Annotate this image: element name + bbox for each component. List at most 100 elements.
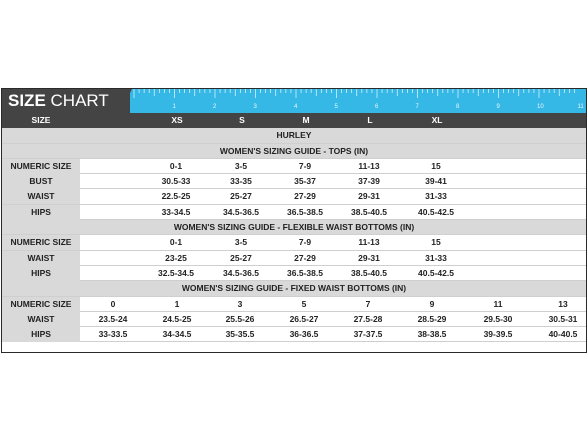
size-header-label: SIZE (2, 113, 80, 128)
table-cell: 40.5-42.5 (418, 267, 454, 278)
table-cell: 36-36.5 (289, 329, 319, 340)
table-cell: 27-29 (294, 191, 316, 202)
table-row: NUMERIC SIZE 0-1 3-5 7-9 11-13 15 (2, 158, 586, 175)
section-title-fixed: WOMEN'S SIZING GUIDE - FIXED WAIST BOTTO… (2, 281, 586, 297)
section-title-tops: WOMEN'S SIZING GUIDE - TOPS (IN) (2, 143, 586, 159)
table-cell: 37-37.5 (353, 329, 383, 340)
table-cell: 23-25 (165, 252, 187, 263)
table-cell: 35-35.5 (225, 329, 255, 340)
size-m: M (302, 115, 310, 125)
row-label: HIPS (2, 265, 80, 281)
table-cell: 25-27 (230, 191, 252, 202)
row-label: NUMERIC SIZE (2, 296, 80, 312)
title-light: CHART (50, 91, 109, 110)
ruler-number: 9 (497, 104, 501, 110)
table-row: HIPS 33-33.5 34-34.5 35-35.5 36-36.5 37-37.5 3… (2, 327, 586, 343)
table-cell: 38-38.5 (417, 329, 447, 340)
table-cell: 39-41 (425, 176, 447, 187)
table-cell: 0-1 (169, 160, 183, 171)
table-cell: 11 (493, 298, 503, 309)
table-cell: 13 (558, 298, 568, 309)
size-l: L (367, 115, 373, 125)
table-cell: 32.5-34.5 (158, 267, 194, 278)
section-title-flexible: WOMEN'S SIZING GUIDE - FLEXIBLE WAIST BO… (2, 220, 586, 236)
ruler-number: 5 (335, 104, 339, 110)
table-cell: 0 (110, 298, 116, 309)
table-cell: 9 (429, 298, 435, 309)
table-cell: 29.5-30 (483, 313, 513, 324)
table-cell: 34-34.5 (162, 329, 192, 340)
fixed-bottoms-section: NUMERIC SIZE 0 1 3 5 7 9 11 13 WAIST 23.5-24 24.5-2… (2, 296, 586, 343)
table-cell: 30.5-31 (548, 313, 578, 324)
table-cell: 15 (431, 160, 441, 171)
chart-header: SIZE CHART 1 2 3 4 5 6 7 8 9 10 11 (2, 89, 586, 113)
table-cell: 25-27 (230, 252, 252, 263)
table-cell: 39-39.5 (483, 329, 513, 340)
table-cell: 33-33.5 (98, 329, 128, 340)
table-cell: 40-40.5 (548, 329, 578, 340)
row-label: NUMERIC SIZE (2, 158, 80, 174)
table-cell: 31-33 (425, 191, 447, 202)
table-cell: 24.5-25 (162, 313, 192, 324)
row-label: BUST (2, 174, 80, 190)
table-row: HIPS 33-34.5 34.5-36.5 36.5-38.5 38.5-40.5 40… (2, 204, 586, 221)
tops-section: NUMERIC SIZE 0-1 3-5 7-9 11-13 15 BUST 30.5-33 3… (2, 158, 586, 221)
table-cell: 7-9 (298, 160, 312, 171)
table-row: NUMERIC SIZE 0-1 3-5 7-9 11-13 15 (2, 235, 586, 251)
table-cell: 3-5 (234, 237, 248, 248)
table-cell: 33-35 (230, 176, 252, 187)
ruler-graphic: 1 2 3 4 5 6 7 8 9 10 11 (120, 89, 586, 113)
flexible-bottoms-section: NUMERIC SIZE 0-1 3-5 7-9 11-13 15 WAIST 23-25 25… (2, 235, 586, 282)
ruler-number: 11 (578, 104, 585, 110)
table-cell: 30.5-33 (161, 176, 191, 187)
table-cell: 7-9 (298, 237, 312, 248)
table-row: WAIST 22.5-25 25-27 27-29 29-31 31-33 (2, 189, 586, 205)
size-xs: XS (171, 115, 183, 125)
ruler-number: 1 (173, 104, 177, 110)
ruler-number: 3 (254, 104, 258, 110)
size-header-row: SIZE XS S M L XL (2, 113, 586, 129)
size-chart: SIZE CHART 1 2 3 4 5 6 7 8 9 10 11 SIZE XS S M L X… (1, 88, 587, 353)
table-cell: 0-1 (169, 237, 183, 248)
table-cell: 31-33 (425, 252, 447, 263)
row-label: NUMERIC SIZE (2, 235, 80, 251)
table-cell: 35-37 (294, 176, 316, 187)
chart-title: SIZE CHART (2, 89, 130, 113)
table-cell: 37-39 (358, 176, 380, 187)
table-cell: 27.5-28 (353, 313, 383, 324)
ruler-icon: 1 2 3 4 5 6 7 8 9 10 11 (133, 89, 585, 110)
table-cell: 36.5-38.5 (287, 267, 323, 278)
table-cell: 11-13 (358, 160, 380, 171)
title-bold: SIZE (8, 91, 46, 110)
table-cell: 38.5-40.5 (351, 206, 387, 217)
table-cell: 5 (301, 298, 307, 309)
ruler-number: 7 (416, 104, 420, 110)
table-row: NUMERIC SIZE 0 1 3 5 7 9 11 13 (2, 296, 586, 312)
ruler-number: 8 (456, 104, 460, 110)
table-cell: 34.5-36.5 (223, 206, 259, 217)
brand-row: HURLEY (2, 128, 586, 144)
table-cell: 40.5-42.5 (418, 206, 454, 217)
table-cell: 1 (174, 298, 180, 309)
table-row: HIPS 32.5-34.5 34.5-36.5 36.5-38.5 38.5-40.5… (2, 265, 586, 282)
ruler-number: 6 (375, 104, 379, 110)
table-row: BUST 30.5-33 33-35 35-37 37-39 39-41 (2, 174, 586, 190)
table-cell: 3-5 (234, 160, 248, 171)
table-cell: 23.5-24 (98, 313, 128, 324)
row-label: WAIST (2, 189, 80, 205)
ruler-number: 2 (213, 104, 217, 110)
table-row: WAIST 23.5-24 24.5-25 25.5-26 26.5-27 27.5-28… (2, 311, 586, 328)
row-label: HIPS (2, 204, 80, 220)
row-label: WAIST (2, 311, 80, 327)
table-cell: 29-31 (358, 252, 380, 263)
table-cell: 28.5-29 (417, 313, 447, 324)
table-cell: 22.5-25 (161, 191, 191, 202)
row-label: WAIST (2, 250, 80, 266)
table-cell: 34.5-36.5 (223, 267, 259, 278)
table-cell: 7 (365, 298, 371, 309)
size-xl: XL (431, 115, 443, 125)
ruler-number: 4 (294, 104, 298, 110)
row-label: HIPS (2, 327, 80, 343)
table-cell: 25.5-26 (225, 313, 255, 324)
table-cell: 27-29 (294, 252, 316, 263)
